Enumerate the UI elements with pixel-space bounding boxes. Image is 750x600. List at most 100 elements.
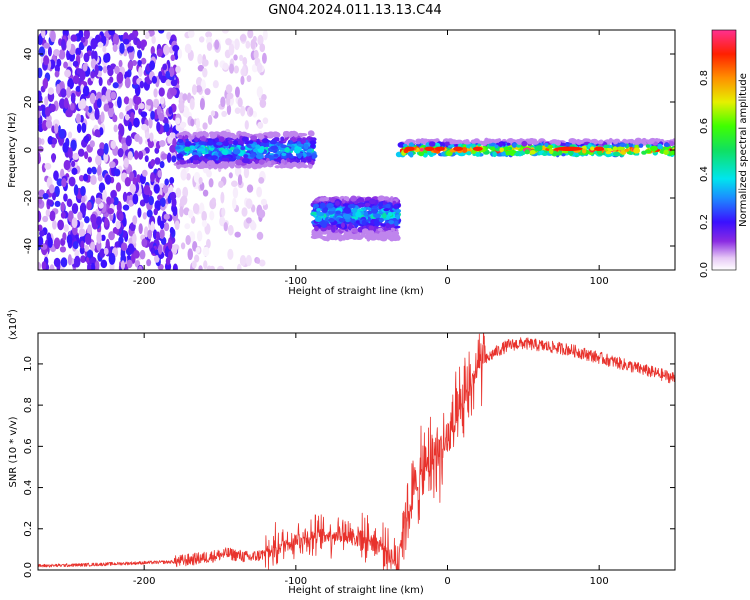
- spectrogram-cell: [100, 234, 106, 242]
- spectrogram-cell: [256, 86, 264, 98]
- spectrogram-cell: [240, 131, 248, 137]
- spectrogram-cell: [212, 80, 219, 89]
- spectrogram-cell: [122, 191, 128, 202]
- spectrogram-cell: [118, 59, 123, 68]
- spectrogram-cell: [150, 110, 155, 120]
- spectrogram-cell: [506, 138, 515, 144]
- spectrogram-cell: [157, 244, 163, 255]
- spectrogram-cell: [192, 154, 200, 161]
- spectrogram-y-tick-label: -20: [23, 190, 34, 206]
- spectrogram-cell: [397, 142, 405, 148]
- spectrogram-cell: [197, 64, 205, 72]
- spectrogram-cell: [638, 143, 644, 148]
- spectrogram-cell: [307, 158, 312, 163]
- spectrogram-cell: [116, 71, 124, 84]
- spectrogram-cell: [624, 148, 630, 152]
- spectrogram-cell: [424, 146, 435, 151]
- spectrogram-cell: [171, 155, 177, 163]
- spectrogram-cell: [249, 108, 254, 116]
- spectrogram-cell: [331, 226, 336, 233]
- spectrogram-cell: [87, 262, 92, 270]
- spectrogram-y-tick-label: -40: [23, 238, 34, 254]
- spectrogram-cell: [247, 140, 254, 144]
- snr-y-scale-exponent: 4: [6, 312, 14, 317]
- spectrogram-cell: [79, 202, 87, 215]
- spectrogram-x-ticks: -200 -100 0 100: [133, 30, 609, 287]
- snr-panel: -200 -100 0 100 0.0 0.2 0.4 0.6 0.8 1.0 Height o…: [6, 309, 676, 596]
- spectrogram-x-tick-label: 0: [444, 276, 450, 287]
- spectrogram-cell: [371, 236, 377, 241]
- spectrogram-cell: [378, 217, 384, 223]
- snr-y-tick-label: 0.6: [23, 438, 34, 454]
- spectrogram-cell: [179, 121, 187, 128]
- spectrogram-cell: [153, 183, 160, 194]
- spectrogram-cell: [222, 141, 229, 147]
- spectrogram-cell: [70, 92, 76, 104]
- spectrogram-cell: [222, 62, 229, 71]
- spectrogram-cell: [296, 137, 302, 142]
- spectrogram-cell: [455, 139, 464, 145]
- spectrogram-cell: [66, 86, 71, 99]
- spectrogram-cell: [105, 238, 110, 251]
- spectrogram-cell: [100, 111, 105, 123]
- colorbar-tick-label: 0.4: [699, 166, 710, 182]
- spectrogram-cell: [103, 247, 109, 255]
- spectrogram-cell: [38, 110, 41, 119]
- spectrogram-cell: [78, 228, 86, 237]
- spectrogram-cell: [368, 225, 375, 231]
- spectrogram-cell: [191, 84, 197, 96]
- spectrogram-cell: [325, 235, 331, 242]
- spectrogram-cell: [50, 30, 56, 43]
- spectrogram-cell: [211, 197, 216, 204]
- spectrogram-cell: [541, 152, 548, 157]
- spectrogram-cell: [283, 131, 289, 138]
- spectrogram-cell: [258, 259, 266, 267]
- spectrogram-cell: [166, 31, 172, 40]
- snr-y-tick-label: 0.2: [23, 521, 34, 537]
- spectrogram-cell: [177, 48, 183, 59]
- spectrogram-cell: [72, 153, 80, 160]
- spectrogram-cell: [47, 199, 54, 206]
- snr-frame: [37, 332, 676, 571]
- spectrogram-cell: [153, 100, 160, 109]
- spectrogram-cell: [199, 98, 205, 111]
- spectrogram-cell: [231, 180, 238, 187]
- spectrogram-cell: [201, 220, 208, 228]
- spectrogram-cell: [603, 144, 610, 149]
- spectrogram-cell: [169, 144, 176, 153]
- spectrogram-cell: [594, 146, 605, 151]
- spectrogram-cell: [151, 35, 156, 45]
- spectrogram-cell: [241, 65, 247, 77]
- spectrogram-cell: [76, 123, 82, 134]
- spectrogram-cell: [194, 254, 200, 263]
- spectrogram-cell: [184, 107, 190, 119]
- spectrogram-cell: [153, 88, 158, 98]
- spectrogram-cell: [78, 174, 85, 182]
- spectrogram-cell: [119, 124, 125, 137]
- spectrogram-cell: [463, 141, 471, 145]
- spectrogram-cell: [225, 133, 233, 138]
- spectrogram-cell: [234, 165, 242, 177]
- spectrogram-cell: [188, 163, 196, 168]
- spectrogram-cell: [126, 46, 134, 53]
- spectrogram-cell: [494, 144, 499, 149]
- snr-x-tick-label: 100: [590, 576, 609, 587]
- spectrogram-cell: [108, 252, 116, 265]
- spectrogram-cell: [267, 132, 275, 138]
- spectrogram-cell: [544, 142, 549, 147]
- spectrogram-cell: [89, 92, 96, 105]
- spectrogram-cell: [383, 201, 388, 205]
- spectrogram-cell: [201, 136, 206, 142]
- spectrogram-cell: [641, 150, 647, 155]
- spectrogram-cell: [336, 223, 342, 228]
- spectrogram-cell: [418, 150, 425, 157]
- spectrogram-cell: [257, 121, 264, 129]
- colorbar-tick-label: 0.6: [699, 118, 710, 134]
- spectrogram-cell: [51, 191, 57, 201]
- spectrogram-cell: [103, 142, 109, 155]
- spectrogram-cell: [119, 112, 124, 120]
- spectrogram-cell: [38, 67, 43, 79]
- spectrogram-cell: [373, 219, 380, 225]
- spectrogram-cell: [252, 148, 258, 153]
- spectrogram-cell: [80, 36, 86, 43]
